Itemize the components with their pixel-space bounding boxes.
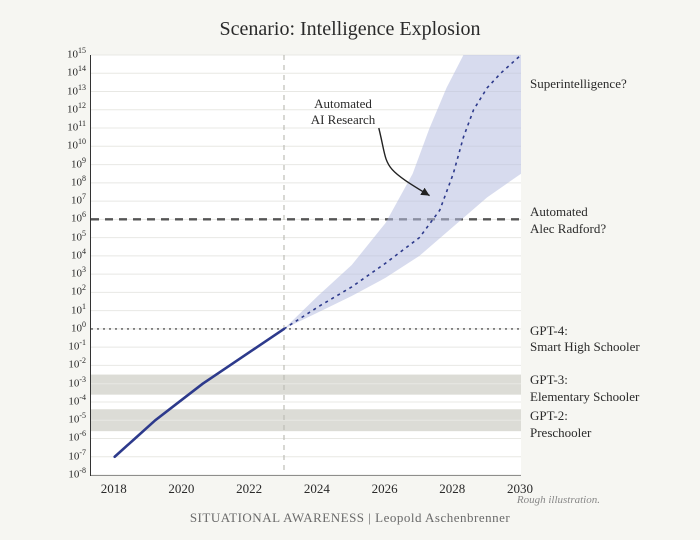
y-tick: 10-4 — [46, 396, 86, 407]
y-tick: 103 — [46, 269, 86, 280]
y-tick: 1011 — [46, 123, 86, 134]
x-tick: 2020 — [168, 481, 194, 497]
y-tick: 10-8 — [46, 470, 86, 481]
y-tick: 10-7 — [46, 451, 86, 462]
y-tick: 108 — [46, 177, 86, 188]
right-label: GPT-2:Preschooler — [530, 408, 591, 442]
x-tick: 2024 — [304, 481, 330, 497]
y-tick: 10-2 — [46, 360, 86, 371]
y-tick: 1012 — [46, 104, 86, 115]
y-tick: 1014 — [46, 68, 86, 79]
x-tick: 2022 — [236, 481, 262, 497]
credit-line: SITUATIONAL AWARENESS | Leopold Aschenbr… — [0, 510, 700, 526]
right-label: GPT-4:Smart High Schooler — [530, 323, 640, 357]
y-tick: 102 — [46, 287, 86, 298]
y-tick: 10-3 — [46, 378, 86, 389]
y-tick: 1010 — [46, 141, 86, 152]
x-tick: 2026 — [372, 481, 398, 497]
y-tick: 100 — [46, 323, 86, 334]
x-tick: 2018 — [101, 481, 127, 497]
y-tick: 10-6 — [46, 433, 86, 444]
chart-title: Scenario: Intelligence Explosion — [0, 18, 700, 41]
y-tick: 109 — [46, 159, 86, 170]
annotation-automated-ai-research: AutomatedAI Research — [311, 96, 376, 127]
rough-note: Rough illustration. — [517, 494, 600, 506]
y-tick: 101 — [46, 305, 86, 316]
y-tick: 10-1 — [46, 342, 86, 353]
right-label: Superintelligence? — [530, 76, 627, 93]
right-label: AutomatedAlec Radford? — [530, 204, 606, 238]
y-tick: 1015 — [46, 50, 86, 61]
y-tick: 107 — [46, 196, 86, 207]
plot-area — [90, 55, 521, 476]
y-tick: 1013 — [46, 86, 86, 97]
y-tick: 104 — [46, 250, 86, 261]
right-label: GPT-3:Elementary Schooler — [530, 372, 639, 406]
plot-svg — [91, 55, 521, 475]
y-tick: 105 — [46, 232, 86, 243]
y-tick: 106 — [46, 214, 86, 225]
y-tick: 10-5 — [46, 415, 86, 426]
chart-frame: Scenario: Intelligence Explosion Effecti… — [0, 0, 700, 540]
x-tick: 2028 — [439, 481, 465, 497]
